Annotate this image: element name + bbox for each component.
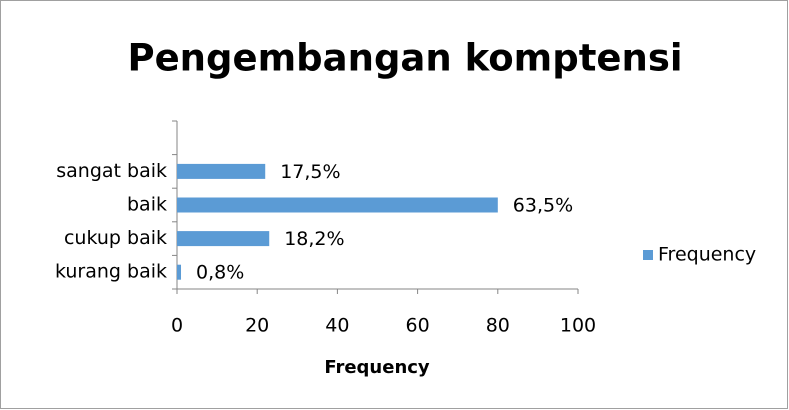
x-axis-title: Frequency (324, 357, 430, 378)
y-tick-label: sangat baik (56, 160, 167, 182)
x-tick-label: 40 (325, 315, 349, 337)
x-tick-label: 0 (171, 315, 183, 337)
chart-title: Pengembangan komptensi (127, 37, 682, 80)
legend-swatch (643, 250, 653, 260)
y-tick-label: baik (127, 194, 167, 216)
y-tick-label: cukup baik (64, 227, 167, 249)
bar (177, 197, 498, 213)
x-tick-label: 80 (486, 315, 510, 337)
data-label: 17,5% (280, 161, 340, 183)
bar (177, 264, 182, 280)
y-tick-label: kurang baik (55, 261, 167, 283)
x-tick-label: 100 (560, 315, 596, 337)
x-tick-label: 20 (245, 315, 269, 337)
data-label: 18,2% (284, 228, 344, 250)
bar (177, 163, 266, 179)
legend-label: Frequency (658, 244, 756, 266)
bar (177, 231, 270, 247)
data-label: 0,8% (196, 262, 244, 284)
x-tick-label: 60 (406, 315, 430, 337)
data-label: 63,5% (513, 195, 573, 217)
